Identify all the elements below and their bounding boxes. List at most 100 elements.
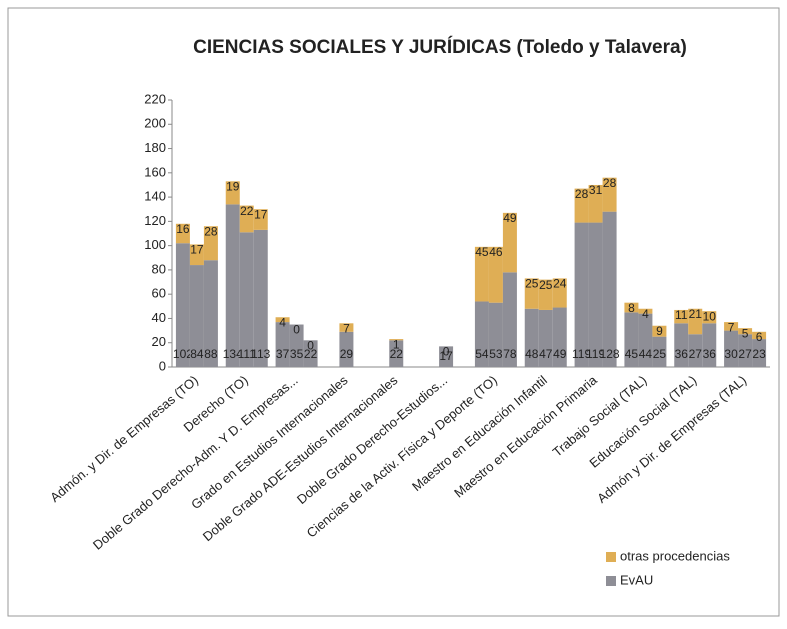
bar-segment <box>502 212 517 273</box>
y-tick-label: 200 <box>144 116 166 131</box>
data-label: 9 <box>656 324 663 338</box>
bar-segment <box>339 331 354 367</box>
bar-segment <box>702 323 717 367</box>
data-label: 28 <box>204 224 218 238</box>
bar-segment <box>289 324 304 367</box>
legend-swatch <box>606 552 616 562</box>
bar-segment <box>275 322 290 367</box>
bar-segment <box>688 308 703 335</box>
data-label: 29 <box>340 347 354 361</box>
y-tick-label: 140 <box>144 189 166 204</box>
data-label: 17 <box>190 243 204 257</box>
data-label: 27 <box>689 347 703 361</box>
bar-segment <box>474 246 489 302</box>
bar-segment <box>724 330 739 367</box>
data-label: 1 <box>393 337 400 351</box>
data-label: 17 <box>254 207 268 221</box>
data-label: 7 <box>343 321 350 335</box>
y-tick-label: 20 <box>152 334 166 349</box>
data-label: 31 <box>589 183 603 197</box>
bar-segment <box>538 309 553 367</box>
bar-segment <box>175 243 190 367</box>
y-tick-label: 220 <box>144 91 166 106</box>
data-label: 37 <box>276 347 290 361</box>
data-label: 45 <box>625 347 639 361</box>
data-label: 19 <box>226 179 240 193</box>
bar-segment <box>488 302 503 367</box>
bar-segment <box>624 312 639 367</box>
data-label: 7 <box>728 320 735 334</box>
data-label: 49 <box>503 211 517 225</box>
bar-segment <box>552 278 567 308</box>
data-label: 48 <box>525 347 539 361</box>
bar-segment <box>574 188 589 223</box>
data-label: 21 <box>689 307 703 321</box>
bar-segment <box>688 334 703 367</box>
data-label: 23 <box>752 347 766 361</box>
data-label: 84 <box>190 347 204 361</box>
bar-segment <box>189 244 204 266</box>
data-label: 28 <box>575 187 589 201</box>
data-label: 5 <box>742 326 749 340</box>
data-label: 17 <box>439 349 453 363</box>
data-label: 0 <box>293 323 300 337</box>
data-label: 22 <box>390 347 404 361</box>
bar-segment <box>552 307 567 367</box>
bar-segment <box>203 226 218 261</box>
bar-segment <box>239 232 254 367</box>
data-label: 25 <box>525 277 539 291</box>
bar-segment <box>538 279 553 310</box>
data-label: 28 <box>603 176 617 190</box>
bar-segment <box>203 260 218 367</box>
data-label: 35 <box>290 347 304 361</box>
data-label: 22 <box>240 204 254 218</box>
bar-segment <box>175 223 190 244</box>
bar-segment <box>674 323 689 367</box>
y-tick-label: 160 <box>144 164 166 179</box>
bar-segment <box>752 331 767 340</box>
bar-segment <box>702 311 717 324</box>
bar-segment <box>389 340 404 367</box>
bar-segment <box>524 308 539 367</box>
bar-segment <box>502 272 517 367</box>
data-label: 47 <box>539 347 553 361</box>
y-tick-label: 60 <box>152 286 166 301</box>
bar-segment <box>738 328 753 335</box>
data-label: 36 <box>703 347 717 361</box>
data-label: 22 <box>304 347 318 361</box>
data-label: 45 <box>475 245 489 259</box>
bar-segment <box>738 334 753 367</box>
bar-segment <box>588 222 603 367</box>
data-label: 16 <box>176 222 190 236</box>
bar-segment <box>602 177 617 212</box>
data-label: 25 <box>653 347 667 361</box>
legend-label: EvAU <box>620 572 653 587</box>
bar-segment <box>225 204 240 367</box>
data-label: 119 <box>572 347 591 361</box>
data-label: 119 <box>586 347 605 361</box>
bar-segment <box>488 246 503 303</box>
legend-swatch <box>606 576 616 586</box>
data-label: 11 <box>675 308 688 322</box>
bar-segment <box>638 308 653 314</box>
bar-segment <box>602 211 617 367</box>
bar-segment <box>652 325 667 337</box>
bar-segment <box>624 302 639 313</box>
data-label: 134 <box>223 347 243 361</box>
data-label: 8 <box>628 301 635 315</box>
y-tick-label: 100 <box>144 237 166 252</box>
data-label: 113 <box>251 347 270 361</box>
data-label: 0 <box>443 345 450 359</box>
y-tick-label: 180 <box>144 140 166 155</box>
bar-segment <box>724 322 739 331</box>
data-label: 4 <box>642 307 649 321</box>
bar-segment <box>524 278 539 309</box>
data-label: 6 <box>756 330 763 344</box>
bar-segment <box>253 229 268 367</box>
bar-segment <box>339 323 354 332</box>
bar-segment <box>189 265 204 367</box>
bar-segment <box>253 209 268 230</box>
bar-segment <box>574 222 589 367</box>
data-label: 36 <box>675 347 689 361</box>
bar-segment <box>303 340 318 367</box>
